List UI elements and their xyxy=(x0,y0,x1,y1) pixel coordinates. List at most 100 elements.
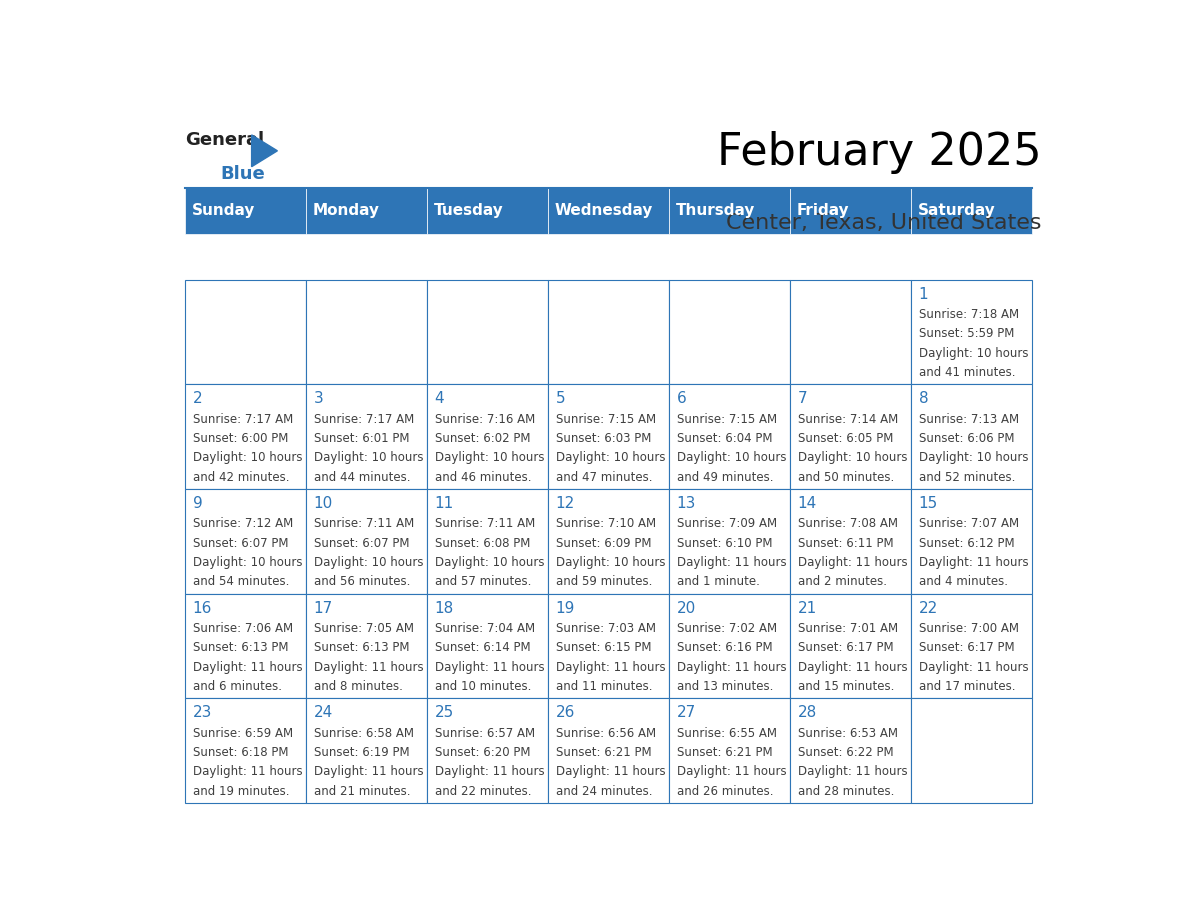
Text: and 46 minutes.: and 46 minutes. xyxy=(435,471,531,484)
Text: Sunrise: 6:55 AM: Sunrise: 6:55 AM xyxy=(677,726,777,740)
Text: and 4 minutes.: and 4 minutes. xyxy=(918,576,1007,588)
Text: Daylight: 10 hours: Daylight: 10 hours xyxy=(435,556,544,569)
Text: 8: 8 xyxy=(918,391,928,407)
Text: Friday: Friday xyxy=(796,204,849,218)
Text: Sunset: 6:21 PM: Sunset: 6:21 PM xyxy=(677,746,772,759)
Bar xyxy=(669,699,790,803)
Bar xyxy=(911,385,1032,489)
Text: Sunset: 6:20 PM: Sunset: 6:20 PM xyxy=(435,746,530,759)
Bar xyxy=(185,188,307,234)
Text: Sunrise: 7:15 AM: Sunrise: 7:15 AM xyxy=(556,413,656,426)
Bar xyxy=(307,280,428,385)
Text: Sunrise: 7:02 AM: Sunrise: 7:02 AM xyxy=(677,621,777,635)
Text: and 41 minutes.: and 41 minutes. xyxy=(918,366,1016,379)
Text: Center, Texas, United States: Center, Texas, United States xyxy=(726,213,1042,232)
Text: Sunset: 6:11 PM: Sunset: 6:11 PM xyxy=(797,537,893,550)
Text: Daylight: 10 hours: Daylight: 10 hours xyxy=(314,452,423,465)
Text: Monday: Monday xyxy=(312,204,379,218)
Text: Tuesday: Tuesday xyxy=(434,204,504,218)
Text: and 6 minutes.: and 6 minutes. xyxy=(192,680,282,693)
Text: 12: 12 xyxy=(556,496,575,511)
Bar xyxy=(185,699,307,803)
Text: 3: 3 xyxy=(314,391,323,407)
Text: Sunset: 6:13 PM: Sunset: 6:13 PM xyxy=(314,642,409,655)
Bar xyxy=(911,699,1032,803)
Text: Sunrise: 7:12 AM: Sunrise: 7:12 AM xyxy=(192,518,293,531)
Text: Sunrise: 7:16 AM: Sunrise: 7:16 AM xyxy=(435,413,535,426)
Text: and 56 minutes.: and 56 minutes. xyxy=(314,576,410,588)
Text: and 19 minutes.: and 19 minutes. xyxy=(192,785,289,798)
Text: Daylight: 11 hours: Daylight: 11 hours xyxy=(192,766,302,778)
Bar xyxy=(307,699,428,803)
Text: Sunset: 6:02 PM: Sunset: 6:02 PM xyxy=(435,432,530,445)
Text: and 10 minutes.: and 10 minutes. xyxy=(435,680,531,693)
Bar xyxy=(428,188,549,234)
Text: Daylight: 11 hours: Daylight: 11 hours xyxy=(435,766,544,778)
Bar xyxy=(911,489,1032,594)
Text: Sunset: 6:13 PM: Sunset: 6:13 PM xyxy=(192,642,289,655)
Text: Sunrise: 7:08 AM: Sunrise: 7:08 AM xyxy=(797,518,898,531)
Text: Sunrise: 7:15 AM: Sunrise: 7:15 AM xyxy=(677,413,777,426)
Text: 21: 21 xyxy=(797,600,817,616)
Text: Saturday: Saturday xyxy=(917,204,996,218)
Text: Daylight: 10 hours: Daylight: 10 hours xyxy=(556,452,665,465)
Text: Sunset: 6:06 PM: Sunset: 6:06 PM xyxy=(918,432,1015,445)
Text: and 22 minutes.: and 22 minutes. xyxy=(435,785,531,798)
Text: 28: 28 xyxy=(797,705,817,721)
Text: Sunrise: 6:57 AM: Sunrise: 6:57 AM xyxy=(435,726,535,740)
Text: 24: 24 xyxy=(314,705,333,721)
Text: 1: 1 xyxy=(918,286,928,302)
Text: 6: 6 xyxy=(677,391,687,407)
Text: February 2025: February 2025 xyxy=(716,131,1042,174)
Bar xyxy=(911,594,1032,699)
Text: Sunset: 6:01 PM: Sunset: 6:01 PM xyxy=(314,432,409,445)
Text: Sunday: Sunday xyxy=(191,204,254,218)
Text: Daylight: 10 hours: Daylight: 10 hours xyxy=(677,452,786,465)
Text: Sunset: 6:08 PM: Sunset: 6:08 PM xyxy=(435,537,530,550)
Text: and 21 minutes.: and 21 minutes. xyxy=(314,785,410,798)
Text: Daylight: 11 hours: Daylight: 11 hours xyxy=(797,556,908,569)
Text: and 11 minutes.: and 11 minutes. xyxy=(556,680,652,693)
Text: Sunset: 6:17 PM: Sunset: 6:17 PM xyxy=(797,642,893,655)
Text: 18: 18 xyxy=(435,600,454,616)
Text: Sunset: 6:12 PM: Sunset: 6:12 PM xyxy=(918,537,1015,550)
Text: and 44 minutes.: and 44 minutes. xyxy=(314,471,410,484)
Bar xyxy=(549,594,669,699)
Text: Sunrise: 7:17 AM: Sunrise: 7:17 AM xyxy=(192,413,293,426)
Text: Sunset: 6:07 PM: Sunset: 6:07 PM xyxy=(192,537,289,550)
Bar xyxy=(669,594,790,699)
Text: Sunset: 6:03 PM: Sunset: 6:03 PM xyxy=(556,432,651,445)
Text: Sunrise: 7:00 AM: Sunrise: 7:00 AM xyxy=(918,621,1019,635)
Bar xyxy=(307,188,428,234)
Text: and 26 minutes.: and 26 minutes. xyxy=(677,785,773,798)
Text: Daylight: 10 hours: Daylight: 10 hours xyxy=(556,556,665,569)
Text: Sunrise: 7:03 AM: Sunrise: 7:03 AM xyxy=(556,621,656,635)
Text: Daylight: 11 hours: Daylight: 11 hours xyxy=(918,661,1029,674)
Bar xyxy=(307,489,428,594)
Text: Sunrise: 7:04 AM: Sunrise: 7:04 AM xyxy=(435,621,535,635)
Text: and 50 minutes.: and 50 minutes. xyxy=(797,471,895,484)
Text: Daylight: 11 hours: Daylight: 11 hours xyxy=(677,661,786,674)
Bar xyxy=(669,280,790,385)
Text: Sunrise: 7:11 AM: Sunrise: 7:11 AM xyxy=(435,518,535,531)
Text: and 1 minute.: and 1 minute. xyxy=(677,576,759,588)
Text: Sunset: 6:16 PM: Sunset: 6:16 PM xyxy=(677,642,772,655)
Text: and 28 minutes.: and 28 minutes. xyxy=(797,785,895,798)
Text: Daylight: 11 hours: Daylight: 11 hours xyxy=(556,661,665,674)
Bar xyxy=(185,489,307,594)
Bar xyxy=(428,385,549,489)
Text: Sunrise: 7:14 AM: Sunrise: 7:14 AM xyxy=(797,413,898,426)
Text: Sunrise: 7:18 AM: Sunrise: 7:18 AM xyxy=(918,308,1019,321)
Text: Sunrise: 7:09 AM: Sunrise: 7:09 AM xyxy=(677,518,777,531)
Bar xyxy=(428,699,549,803)
Text: Daylight: 11 hours: Daylight: 11 hours xyxy=(677,766,786,778)
Bar xyxy=(428,594,549,699)
Text: 4: 4 xyxy=(435,391,444,407)
Bar xyxy=(549,489,669,594)
Text: Daylight: 11 hours: Daylight: 11 hours xyxy=(314,766,423,778)
Text: Daylight: 11 hours: Daylight: 11 hours xyxy=(314,661,423,674)
Text: Daylight: 11 hours: Daylight: 11 hours xyxy=(556,766,665,778)
Bar xyxy=(549,385,669,489)
Text: Wednesday: Wednesday xyxy=(555,204,652,218)
Text: 2: 2 xyxy=(192,391,202,407)
